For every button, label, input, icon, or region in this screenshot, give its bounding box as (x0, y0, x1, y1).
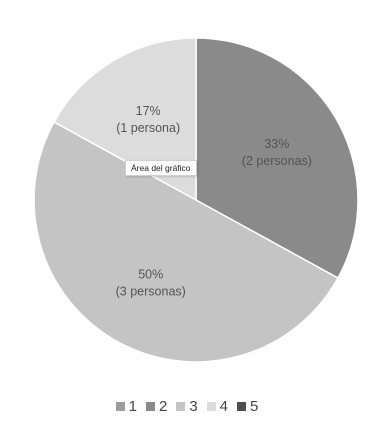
slice-percent-label-4: 17% (136, 104, 161, 118)
legend-item-2: 2 (145, 398, 168, 415)
slice-percent-label-3: 50% (138, 267, 163, 281)
legend-item-4: 4 (206, 398, 229, 415)
pie-slice-3 (33, 120, 339, 363)
legend-swatch-1 (115, 402, 125, 411)
pie-slice-4 (53, 37, 197, 202)
legend-label-5: 5 (250, 398, 259, 415)
legend-item-5: 5 (237, 398, 258, 415)
legend-swatch-4 (206, 402, 216, 411)
legend-swatch-5 (237, 402, 247, 411)
slice-percent-label-2: 33% (264, 137, 289, 151)
slice-count-label-3: (3 personas) (116, 284, 186, 298)
slice-count-label-2: (2 personas) (242, 154, 312, 168)
legend-swatch-2 (145, 402, 155, 411)
legend-item-1: 1 (115, 398, 137, 415)
legend-label-4: 4 (219, 398, 229, 415)
legend: 1 2 3 4 5 (0, 398, 374, 415)
legend-label-2: 2 (158, 398, 168, 415)
legend-swatch-3 (176, 402, 186, 411)
legend-label-1: 1 (128, 398, 137, 415)
chart-area-tooltip: Área del gráfico (125, 160, 197, 176)
legend-label-3: 3 (189, 398, 198, 415)
legend-item-3: 3 (176, 398, 198, 415)
slice-count-label-4: (1 persona) (116, 121, 180, 135)
pie-slice-2 (195, 37, 359, 280)
